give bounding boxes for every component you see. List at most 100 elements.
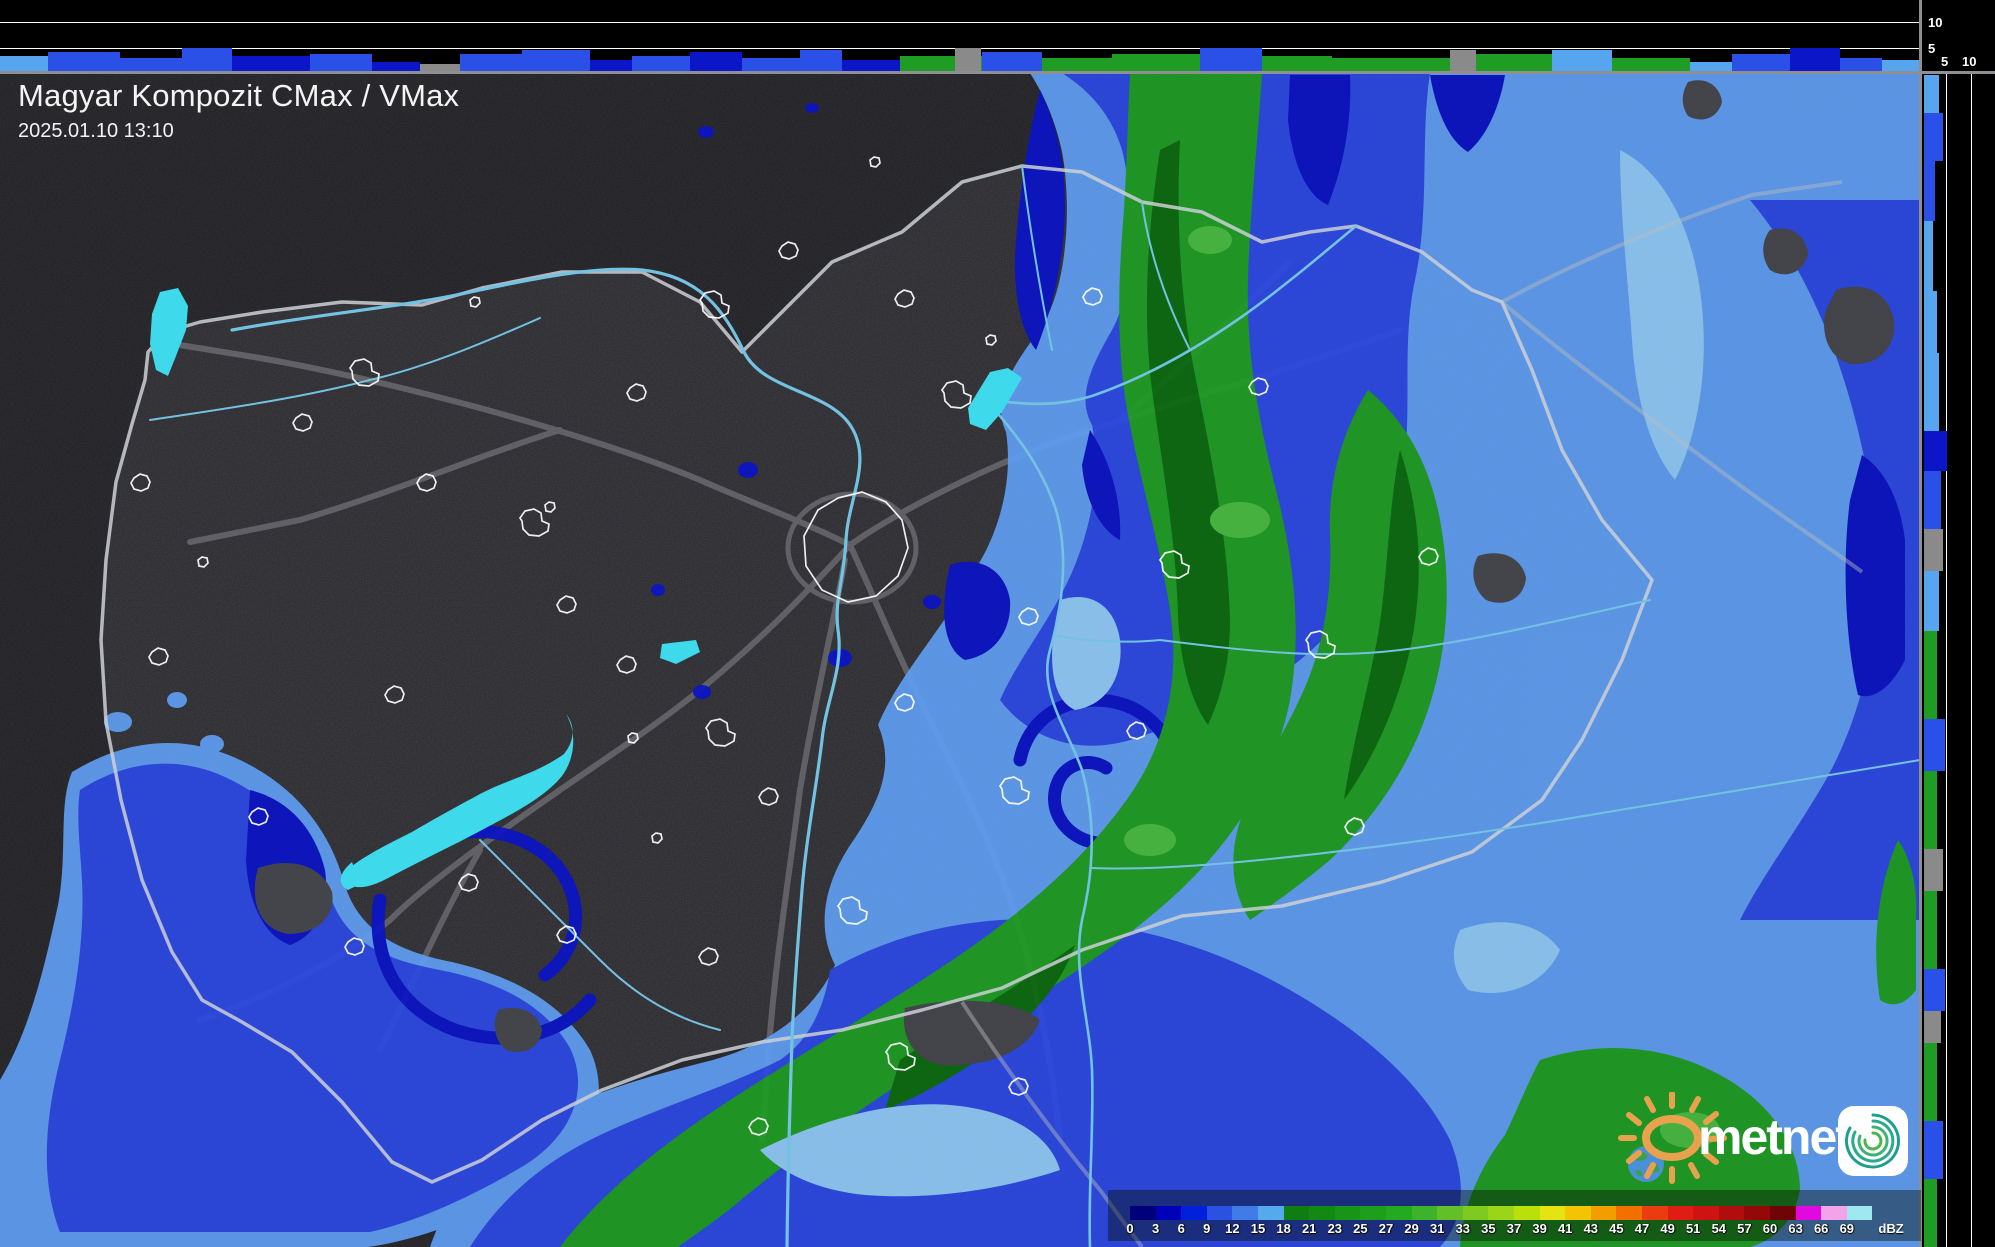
lake-tisza xyxy=(968,368,1022,430)
profile-echo-segment xyxy=(120,58,182,71)
profile-echo-segment xyxy=(1924,353,1939,431)
profile-echo-segment xyxy=(1612,58,1690,71)
dbz-swatch xyxy=(1437,1206,1463,1220)
dbz-tick-label: 39 xyxy=(1532,1221,1547,1236)
dbz-tick-label: 45 xyxy=(1609,1221,1624,1236)
dbz-tick-label: 35 xyxy=(1481,1221,1496,1236)
profile-echo-segment xyxy=(982,52,1042,71)
profile-echo-segment xyxy=(955,48,981,71)
dbz-swatch xyxy=(1642,1206,1668,1220)
top-axis-tick-10: 10 xyxy=(1928,15,1943,30)
brand-wordmark: metnet xyxy=(1698,1109,1852,1165)
top-axis-tick-5: 5 xyxy=(1928,41,1936,56)
right-axis-tick-5: 5 xyxy=(1941,54,1949,69)
dbz-tick-label: 21 xyxy=(1301,1221,1317,1236)
profile-echo-segment xyxy=(1042,58,1112,71)
profile-echo-segment xyxy=(1450,50,1476,71)
lake-ferto xyxy=(150,288,188,376)
dbz-tick-label: 25 xyxy=(1353,1221,1368,1236)
profile-echo-segment xyxy=(182,48,232,71)
dbz-swatch xyxy=(1616,1206,1642,1220)
profile-echo-segment xyxy=(310,54,372,71)
dbz-swatch xyxy=(1360,1206,1386,1220)
profile-echo-segment xyxy=(1924,1043,1937,1121)
dbz-tick-label: 27 xyxy=(1378,1221,1394,1236)
profile-echo-segment xyxy=(590,60,632,71)
metnet-app-icon xyxy=(1838,1106,1908,1176)
title-block: Magyar Kompozit CMax / VMax 2025.01.10 1… xyxy=(18,78,459,143)
dbz-swatch xyxy=(1770,1206,1796,1220)
dbz-swatch xyxy=(1846,1206,1873,1220)
profile-echo-segment xyxy=(1924,75,1939,113)
dbz-swatch xyxy=(1130,1206,1156,1220)
dbz-tick-label: 15 xyxy=(1250,1221,1266,1236)
dbz-swatch xyxy=(1155,1206,1182,1220)
lakes xyxy=(150,288,1022,890)
dbz-tick-label: 66 xyxy=(1813,1221,1829,1236)
profile-echo-segment xyxy=(1732,54,1790,71)
budapest-outline xyxy=(803,491,909,603)
profile-echo-segment xyxy=(372,62,420,71)
neighbour-borders xyxy=(960,180,1864,1247)
profile-echo-segment xyxy=(1476,54,1552,71)
hungary-border xyxy=(99,164,1654,1184)
dbz-tick-label: 12 xyxy=(1225,1221,1240,1236)
profile-axis-corner: 10 5 5 10 xyxy=(1922,0,1995,71)
dbz-unit-label: dBZ xyxy=(1878,1221,1904,1236)
dbz-tick-label: 6 xyxy=(1177,1221,1185,1236)
town-outlines xyxy=(130,156,1439,1136)
dbz-tick-label: 31 xyxy=(1429,1221,1445,1236)
profile-echo-segment xyxy=(1924,221,1933,291)
profile-echo-segment xyxy=(1924,161,1935,221)
dbz-tick-label: 41 xyxy=(1557,1221,1573,1236)
profile-divider-vertical xyxy=(1919,0,1922,1247)
dbz-tick-label: 29 xyxy=(1404,1221,1419,1236)
dbz-tick-label: 37 xyxy=(1506,1221,1522,1236)
profile-echo-segment xyxy=(1200,48,1262,71)
profile-echo-segment xyxy=(1882,60,1919,71)
dbz-swatch xyxy=(1488,1206,1514,1220)
dbz-swatch xyxy=(1334,1206,1361,1220)
dbz-swatch xyxy=(1514,1206,1540,1220)
dbz-tick-label: 0 xyxy=(1126,1221,1134,1236)
profile-echo-segment xyxy=(800,50,842,71)
dbz-swatch xyxy=(1309,1206,1335,1220)
profile-echo-segment xyxy=(1924,771,1937,849)
dbz-tick-label: 54 xyxy=(1711,1221,1727,1236)
profile-echo-segment xyxy=(842,60,900,71)
page-title: Magyar Kompozit CMax / VMax xyxy=(18,78,460,113)
dbz-swatch xyxy=(1693,1206,1719,1220)
dbz-swatch xyxy=(1795,1206,1822,1220)
dbz-swatch xyxy=(1232,1206,1258,1220)
profile-echo-segment xyxy=(0,56,48,71)
profile-echo-segment xyxy=(1924,719,1945,771)
dbz-swatch xyxy=(1411,1206,1438,1220)
dbz-swatch xyxy=(1744,1206,1770,1220)
height-line-5km-v xyxy=(1946,74,1947,1247)
dbz-tick-label: 3 xyxy=(1151,1221,1160,1236)
dbz-swatch xyxy=(1386,1206,1412,1220)
vertical-profile-top xyxy=(0,0,1919,71)
vertical-profile-right xyxy=(1922,74,1995,1247)
profile-echo-segment xyxy=(1552,50,1612,71)
profile-echo-segment xyxy=(1924,891,1937,969)
dbz-tick-label: 69 xyxy=(1839,1221,1855,1236)
profile-echo-segment xyxy=(1924,1011,1941,1043)
radar-map xyxy=(0,73,1921,1247)
dbz-swatch xyxy=(1718,1206,1745,1220)
dbz-swatch xyxy=(1590,1206,1617,1220)
profile-echo-segment xyxy=(1924,529,1943,571)
profile-divider-horizontal xyxy=(0,71,1995,74)
metnet-logo: metnet xyxy=(1598,1092,1918,1184)
profile-echo-segment xyxy=(1924,291,1937,353)
dbz-swatch xyxy=(1283,1206,1310,1220)
profile-echo-segment xyxy=(742,58,800,71)
dbz-tick-label: 23 xyxy=(1327,1221,1343,1236)
right-axis-tick-10: 10 xyxy=(1962,54,1977,69)
lake-velence xyxy=(660,640,700,664)
profile-echo-segment xyxy=(1332,58,1450,71)
dbz-tick-label: 18 xyxy=(1276,1221,1291,1236)
profile-echo-segment xyxy=(1924,571,1939,631)
dbz-tick-label: 33 xyxy=(1455,1221,1471,1236)
